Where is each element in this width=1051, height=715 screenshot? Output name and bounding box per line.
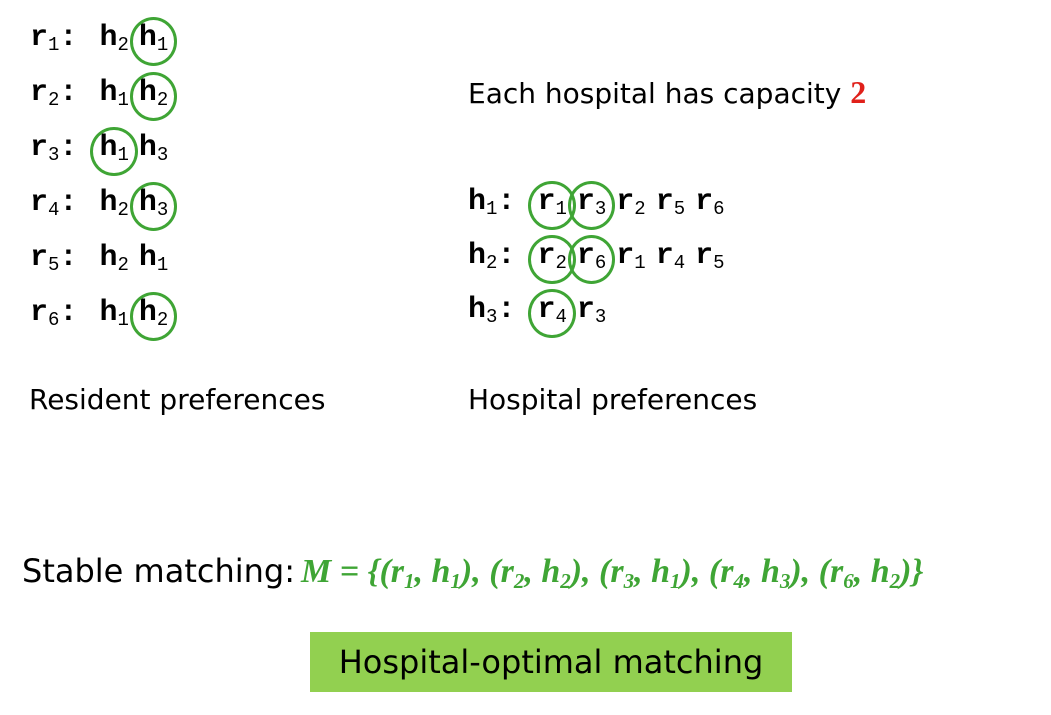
resident-label: r2:: [30, 75, 78, 111]
hospital-label: h2:: [468, 238, 516, 274]
badge-label: Hospital-optimal matching: [338, 643, 764, 681]
preference: r1: [616, 238, 646, 274]
preference: r2: [616, 184, 646, 220]
hospital-label: h3:: [468, 292, 516, 328]
preference: h2: [99, 20, 129, 56]
preference: h1: [99, 295, 129, 331]
resident-label: r5:: [30, 240, 78, 276]
matched-preference: h2: [129, 289, 178, 344]
hospital-row-h3: h3: r4 r3: [463, 288, 611, 338]
hospital-preferences-caption: Hospital preferences: [468, 383, 758, 416]
stable-matching-line: Stable matching: M = {(r1, h1), (r2, h2)…: [22, 552, 923, 602]
preference: h1: [138, 240, 169, 276]
stable-matching-label: Stable matching:: [22, 552, 295, 590]
preference: r3: [576, 292, 607, 328]
resident-row-r6: r6: h1 h2: [25, 291, 178, 341]
preference: r5: [655, 184, 686, 220]
matched-preference: h1: [129, 14, 178, 69]
resident-label: r6:: [30, 295, 78, 331]
resident-row-r4: r4: h2 h3: [25, 181, 178, 231]
resident-row-r5: r5: h2 h1: [25, 237, 173, 285]
matched-preference: h2: [129, 69, 178, 124]
resident-preferences-caption: Resident preferences: [29, 383, 326, 416]
resident-row-r1: r1: h2 h1: [25, 16, 178, 66]
matched-preference: r4: [528, 286, 577, 341]
matched-preference: h3: [129, 179, 178, 234]
preference: h3: [138, 130, 169, 166]
matched-preference: r6: [567, 232, 616, 287]
matched-preference: r2: [528, 232, 577, 287]
matched-preference: r3: [567, 178, 616, 233]
resident-label: r4:: [30, 185, 78, 221]
matched-preference: r1: [528, 178, 577, 233]
resident-label: r3:: [30, 130, 78, 166]
preference: r6: [695, 184, 725, 220]
capacity-value: 2: [850, 74, 867, 110]
hospital-row-h1: h1: r1 r3 r2 r5 r6: [463, 180, 730, 230]
capacity-note: Each hospital has capacity 2: [468, 74, 866, 111]
capacity-text: Each hospital has capacity: [468, 77, 842, 110]
matched-preference: h1: [90, 124, 139, 179]
resident-row-r3: r3: h1 h3: [25, 126, 173, 176]
preference: h2: [99, 240, 129, 276]
hospital-optimal-badge: Hospital-optimal matching: [310, 632, 792, 692]
hospital-label: h1:: [468, 184, 516, 220]
preference: r5: [695, 238, 725, 274]
preference: h1: [99, 75, 129, 111]
resident-row-r2: r2: h1 h2: [25, 71, 178, 121]
preference: h2: [99, 185, 129, 221]
resident-label: r1:: [30, 20, 78, 56]
matching-set: M = {(r1, h1), (r2, h2), (r3, h1), (r4, …: [301, 553, 924, 593]
preference: r4: [655, 238, 686, 274]
hospital-row-h2: h2: r2 r6 r1 r4 r5: [463, 234, 730, 284]
